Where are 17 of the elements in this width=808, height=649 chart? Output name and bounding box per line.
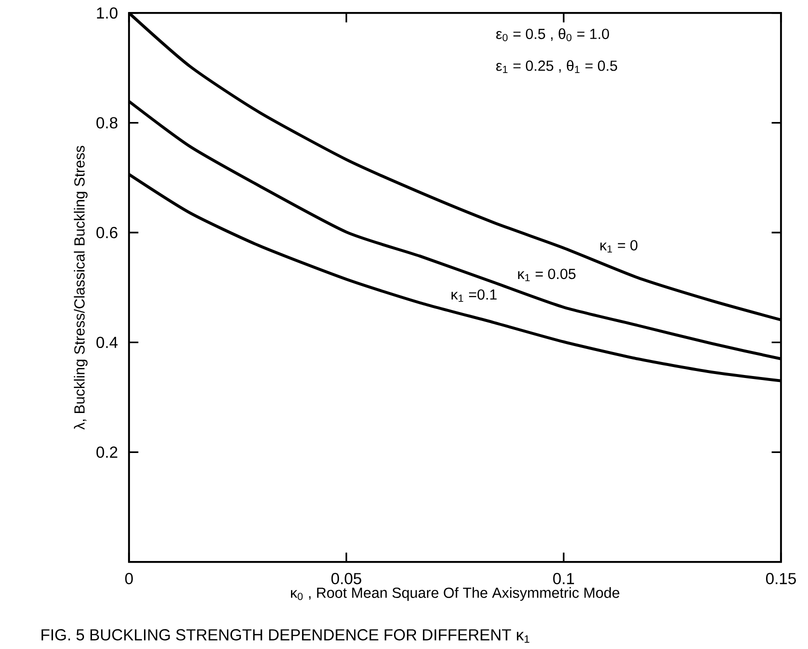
x-tick-label: 0.05 — [331, 572, 362, 584]
y-tick-label: 0.4 — [96, 336, 118, 348]
x-axis-title: κ$_{0}$ , Root Mean Square Of The Axisymmetric Mode — [291, 587, 620, 601]
x-tick-label: 0.1 — [553, 572, 574, 584]
y-tick-label: 1.0 — [97, 7, 118, 19]
series-label: κ$_{1}$ = 0 — [600, 240, 638, 253]
x-tick-label: 0 — [125, 572, 133, 584]
y-tick-label: 0.6 — [96, 226, 118, 238]
y-axis-title: λ, Buckling Stress/Classical Buckling Stress — [74, 146, 88, 430]
y-tick-label: 0.2 — [96, 446, 118, 458]
text: FIG. 5 BUCKLING STRENGTH DEPENDENCE FOR DIFFERENT κ$_{1}$ — [42, 629, 530, 643]
y-tick-label: 0.8 — [96, 117, 118, 128]
annotation: ε$_{0}$ = 0.5 , θ$_{0}$ = 1.0 — [496, 28, 609, 42]
series-label: κ$_{1}$ = 0.05 — [518, 268, 576, 282]
series-label: κ$_{1}$ =0.1 — [452, 289, 497, 302]
annotation: ε$_{1}$ = 0.25 , θ$_{1}$ = 0.5 — [496, 60, 618, 73]
x-tick-label: 0.15 — [766, 572, 796, 584]
